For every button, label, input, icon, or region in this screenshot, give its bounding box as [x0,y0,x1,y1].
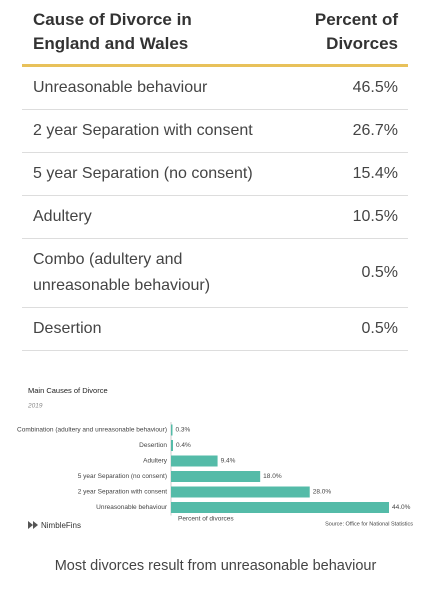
header-cell: Cause of Divorce in England and Wales [22,4,267,67]
category-label: Unreasonable behaviour [96,504,168,511]
value-label: 28.0% [313,489,332,496]
divorce-table: Cause of Divorce in England and Wales Pe… [22,4,408,351]
table-row: Adultery 10.5% [22,195,408,239]
header-cell: Percent of Divorces [267,4,408,67]
header-row: Cause of Divorce in England and Wales Pe… [22,4,408,67]
table-cell: 2 year Separation with consent [22,109,267,153]
category-label: Adultery [143,458,168,465]
bar [171,502,389,513]
source: Source: Office for National Statistics [325,521,413,527]
table-cell: 15.4% [267,152,408,196]
table-cell: Unreasonable behaviour [22,65,267,110]
table-row: Desertion 0.5% [22,307,408,351]
caption: Most divorces result from unreasonable b… [54,558,377,574]
table-cell: 10.5% [267,195,408,239]
table-cell: Combo (adultery and unreasonable behavio… [22,238,267,308]
table-row: Combo (adultery and unreasonable behavio… [22,238,408,308]
table-cell: 0.5% [267,238,408,308]
table-row: 5 year Separation (no consent) 15.4% [22,152,408,196]
table-cell: Adultery [22,195,267,239]
brand: NimbleFins [41,521,81,530]
value-label: 18.0% [263,473,282,480]
category-label: Desertion [139,442,167,449]
bar [171,471,261,482]
table-row: 2 year Separation with consent 26.7% [22,109,408,153]
table-cell: 46.5% [267,65,408,110]
chart: Main Causes of Divorce 2019 Percent of d… [17,386,413,530]
table-cell: 26.7% [267,109,408,153]
category-label: Combination (adultery and unreasonable b… [17,427,167,434]
table-cell: Desertion [22,307,267,351]
x-axis-label: Percent of divorces [178,516,234,523]
table-cell: 5 year Separation (no consent) [22,152,267,196]
category-label: 2 year Separation with consent [78,489,167,496]
bar [171,486,310,498]
table-cell: 0.5% [267,307,408,351]
bar [171,455,218,467]
category-label: 5 year Separation (no consent) [78,473,167,480]
value-label: 9.4% [221,458,236,465]
chart-subtitle: 2019 [27,403,43,410]
value-label: 0.3% [175,427,190,434]
bar [171,440,173,451]
chart-title: Main Causes of Divorce [28,386,108,395]
value-label: 0.4% [176,442,191,449]
logo-icon [28,521,38,529]
value-label: 44.0% [392,504,411,511]
table-row: Unreasonable behaviour 46.5% [22,65,408,110]
bar [171,424,173,436]
